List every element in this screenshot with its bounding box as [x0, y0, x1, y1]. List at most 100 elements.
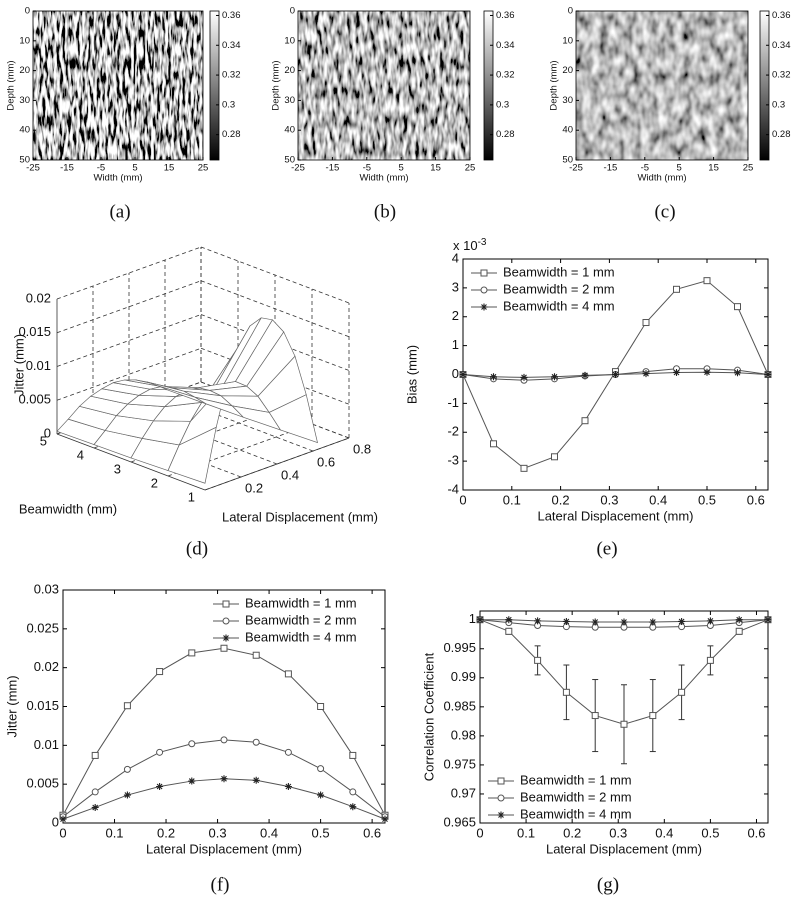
- x-tick-label: 0.2: [552, 492, 570, 507]
- y-tick-label: 10: [562, 35, 573, 46]
- y-axis-label: Beamwidth (mm): [19, 501, 117, 516]
- marker: [480, 269, 488, 277]
- marker: [497, 811, 505, 819]
- legend-label: Beamwidth = 2 mm: [245, 612, 357, 627]
- colorbar: [209, 10, 220, 161]
- speckle-image: [33, 11, 203, 160]
- colorbar: [483, 10, 494, 161]
- marker: [706, 617, 714, 625]
- marker: [220, 644, 228, 652]
- y-tick-label: 30: [562, 95, 573, 106]
- marker: [678, 688, 686, 696]
- y-tick-label: 0.98: [451, 727, 476, 742]
- x-axis: [204, 437, 350, 491]
- x-tick-label: 0.1: [517, 825, 535, 840]
- panel-caption: (d): [186, 538, 208, 559]
- x-tick-label: -15: [604, 163, 618, 174]
- colorbar-tick-label: 0.3: [772, 99, 785, 110]
- y-tick-label: 3: [114, 461, 121, 476]
- y-tick-label: 3: [452, 279, 459, 294]
- colorbar-tick-label: 0.32: [772, 70, 791, 81]
- y-tick-label: 1: [469, 611, 476, 626]
- marker: [188, 649, 196, 657]
- y-tick-label: 20: [19, 65, 30, 76]
- x-tick-label: 0.6: [747, 492, 765, 507]
- x-tick-label: 0.6: [747, 825, 765, 840]
- y-tick-label: 2: [151, 475, 158, 490]
- panel-caption: (e): [596, 538, 617, 559]
- panel-caption: (b): [374, 201, 396, 222]
- y-tick-label: 0.995: [443, 640, 476, 655]
- x-tick-label: 15: [164, 163, 175, 174]
- panel-caption: (g): [597, 874, 619, 895]
- x-tick-label: 0.8: [353, 441, 371, 456]
- z-tick-label: 0.005: [18, 392, 51, 407]
- marker: [59, 815, 67, 823]
- marker: [642, 370, 650, 378]
- legend-label: Beamwidth = 2 mm: [503, 281, 615, 296]
- y-tick-label: 40: [562, 125, 573, 136]
- plot-frame: [32, 10, 204, 161]
- y-tick-label: 0: [290, 6, 295, 17]
- marker: [459, 371, 467, 378]
- y-tick-label: 1: [188, 489, 195, 504]
- marker: [123, 702, 131, 710]
- marker: [764, 371, 772, 378]
- x-axis-label: Lateral Displacement (mm): [546, 841, 702, 856]
- marker: [156, 782, 164, 790]
- x-tick-label: -25: [569, 163, 583, 174]
- colorbar-tick-label: 0.34: [496, 40, 515, 51]
- multiplier-base: x 10: [453, 238, 478, 253]
- x-tick-label: 0: [476, 825, 483, 840]
- marker: [591, 712, 599, 720]
- marker: [764, 616, 772, 624]
- multiplier-exponent: -3: [478, 237, 487, 248]
- grid-line: [56, 347, 202, 401]
- marker: [673, 285, 680, 293]
- marker: [703, 368, 711, 376]
- marker: [317, 765, 325, 773]
- plot-frame: [297, 10, 471, 161]
- y-tick-label: 4: [77, 447, 84, 462]
- x-tick-label: 15: [708, 163, 719, 174]
- y-tick-label: 0: [452, 366, 459, 381]
- y-tick-label: 20: [284, 65, 295, 76]
- marker: [490, 440, 497, 448]
- marker: [734, 303, 741, 311]
- marker: [188, 777, 196, 785]
- y-tick-label: 40: [284, 125, 295, 136]
- y-tick-label: -2: [447, 424, 459, 439]
- marker: [220, 775, 228, 783]
- series-line: [62, 778, 386, 820]
- marker: [284, 748, 292, 756]
- x-tick-label: 0.1: [503, 492, 521, 507]
- y-tick-label: 50: [562, 155, 573, 166]
- marker: [562, 688, 570, 696]
- marker: [562, 617, 570, 625]
- x-tick-label: -15: [326, 163, 340, 174]
- y-tick-label: 5: [40, 433, 47, 448]
- y-tick-label: 10: [284, 35, 295, 46]
- x-tick-label: 0.4: [649, 492, 667, 507]
- x-tick-label: 0.6: [317, 454, 335, 469]
- marker: [252, 651, 260, 659]
- marker: [497, 777, 505, 785]
- z-axis-label: Jitter (mm): [11, 334, 26, 396]
- y-tick-label: 0.005: [26, 776, 59, 791]
- marker: [156, 748, 164, 756]
- colorbar-tick-label: 0.3: [496, 99, 509, 110]
- marker: [222, 600, 230, 608]
- colorbar-tick-label: 0.32: [222, 70, 241, 81]
- y-axis: [56, 433, 206, 491]
- x-tick-label: 25: [465, 163, 476, 174]
- colorbar-tick-label: 0.28: [772, 129, 791, 140]
- marker: [317, 703, 325, 710]
- y-tick-label: 0.025: [26, 620, 59, 635]
- marker: [534, 656, 542, 664]
- x-tick-label: 0.2: [563, 825, 581, 840]
- colorbar-tick-label: 0.34: [222, 40, 241, 51]
- marker: [520, 464, 528, 472]
- marker: [284, 782, 292, 790]
- z-tick-label: 0.01: [26, 358, 51, 373]
- marker: [252, 738, 260, 746]
